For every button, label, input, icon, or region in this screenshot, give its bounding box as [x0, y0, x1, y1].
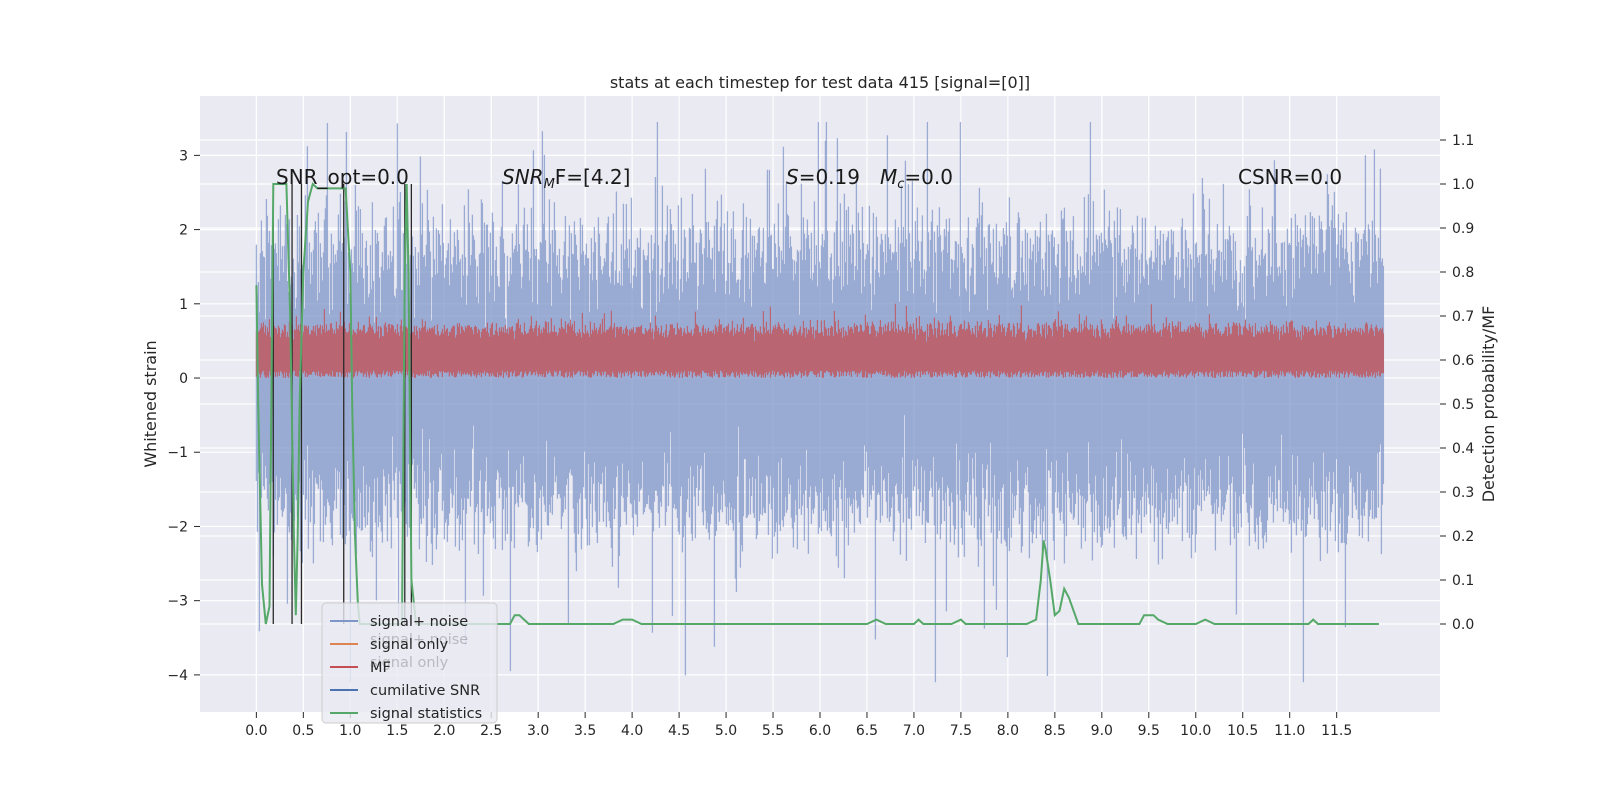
- annotation-snr-mf: SNRMF=[4.2]: [502, 165, 630, 192]
- x-tick-label: 6.0: [809, 723, 831, 739]
- y2-tick-label: 0.9: [1452, 221, 1474, 237]
- x-tick-label: 9.5: [1138, 723, 1160, 739]
- legend-label-signal: signal only: [370, 637, 449, 653]
- legend-ghost-label-2: signal only: [370, 655, 449, 671]
- legend-ghost-label-1: signal+ noise: [370, 632, 468, 648]
- x-tick-label: 1.5: [386, 723, 408, 739]
- x-axis-ticks: 0.0 0.5 1.0 1.5 2.0 2.5 3.0 3.5 4.0 4.5 5.0 5.5 6.0 6…: [245, 712, 1352, 739]
- x-tick-label: 5.5: [762, 723, 784, 739]
- legend-label-mf: MF: [370, 660, 391, 676]
- y2-axis-ticks: 1.1 1.0 0.9 0.8 0.7 0.6 0.5 0.4 0.3 0.2 0.1 0.0: [1440, 133, 1474, 633]
- x-tick-label: 0.0: [245, 723, 267, 739]
- y2-tick-label: 0.3: [1452, 485, 1474, 501]
- x-tick-label: 2.5: [480, 723, 502, 739]
- x-tick-label: 0.5: [292, 723, 314, 739]
- mf-series: [255, 303, 1384, 378]
- x-tick-label: 3.0: [527, 723, 549, 739]
- y-tick-label: −3: [167, 594, 188, 610]
- legend-box: [321, 602, 498, 724]
- annotation-s: S=0.19: [786, 165, 860, 189]
- annotation-csnr: CSNR=0.0: [1238, 165, 1342, 189]
- legend-label-noise: signal+ noise: [370, 614, 468, 630]
- y2-tick-label: 0.0: [1452, 617, 1474, 633]
- y2-tick-label: 0.6: [1452, 353, 1474, 369]
- y2-tick-label: 0.8: [1452, 265, 1474, 281]
- mf-trace: [255, 303, 1384, 378]
- legend: signal+ noise signal only signal+ noises…: [321, 602, 498, 724]
- chart-title: stats at each timestep for test data 415…: [610, 73, 1030, 92]
- x-tick-label: 10.0: [1180, 723, 1211, 739]
- cumulative-snr-series: [272, 184, 413, 624]
- x-tick-label: 1.0: [339, 723, 361, 739]
- y-tick-label: −1: [167, 445, 188, 461]
- y2-tick-label: 0.7: [1452, 309, 1474, 325]
- y-tick-label: 3: [179, 148, 188, 164]
- y-tick-label: −4: [167, 668, 188, 684]
- y-axis-ticks: 3 2 1 0 −1 −2 −3 −4: [167, 148, 200, 684]
- legend-label-stats: signal statistics: [370, 706, 482, 722]
- annotations: SNR_opt=0.0 SNRMF=[4.2] S=0.19 Mc=0.0 CS…: [276, 165, 1342, 192]
- y2-tick-label: 1.1: [1452, 133, 1474, 149]
- x-tick-label: 6.5: [856, 723, 878, 739]
- x-tick-label: 10.5: [1227, 723, 1258, 739]
- y-tick-label: 0: [179, 371, 188, 387]
- y2-tick-label: 0.2: [1452, 529, 1474, 545]
- legend-label-csnr: cumilative SNR: [370, 683, 480, 699]
- x-tick-label: 11.0: [1274, 723, 1305, 739]
- y-axis-label: Whitened strain: [141, 340, 160, 467]
- y2-tick-label: 1.0: [1452, 177, 1474, 193]
- y-tick-label: 2: [179, 223, 188, 239]
- x-tick-label: 8.0: [997, 723, 1019, 739]
- y2-tick-label: 0.4: [1452, 441, 1474, 457]
- x-tick-label: 3.5: [574, 723, 596, 739]
- x-tick-label: 4.5: [668, 723, 690, 739]
- annotation-mc: Mc=0.0: [880, 165, 953, 192]
- y2-tick-label: 0.5: [1452, 397, 1474, 413]
- x-tick-label: 11.5: [1321, 723, 1352, 739]
- signal-statistics-line: [255, 182, 1379, 625]
- annotation-snr-opt: SNR_opt=0.0: [276, 165, 409, 189]
- x-tick-label: 9.0: [1091, 723, 1113, 739]
- x-tick-label: 7.0: [903, 723, 925, 739]
- x-tick-label: 5.0: [715, 723, 737, 739]
- y2-tick-label: 0.1: [1452, 573, 1474, 589]
- signal-statistics-series: [255, 182, 1379, 625]
- x-tick-label: 7.5: [950, 723, 972, 739]
- x-tick-label: 8.5: [1044, 723, 1066, 739]
- x-tick-label: 4.0: [621, 723, 643, 739]
- y-tick-label: −2: [167, 519, 188, 535]
- x-tick-label: 2.0: [433, 723, 455, 739]
- y2-axis-label: Detection probability/MF: [1479, 306, 1498, 503]
- y-tick-label: 1: [179, 297, 188, 313]
